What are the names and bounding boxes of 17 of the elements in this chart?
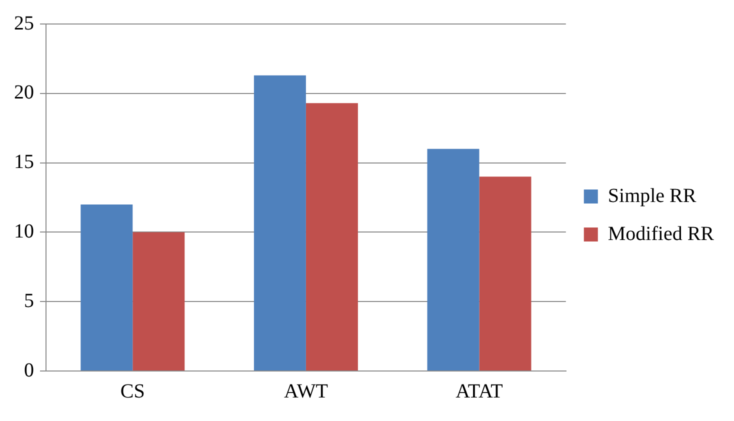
bar (254, 75, 306, 370)
bar (306, 103, 358, 370)
y-tick-label: 5 (24, 290, 34, 312)
bar (479, 176, 532, 370)
y-tick-label: 25 (14, 12, 34, 34)
legend-label: Simple RR (608, 184, 697, 207)
legend-label: Modified RR (608, 222, 715, 245)
y-tick-label: 20 (14, 82, 34, 104)
bar (427, 148, 480, 370)
bar (80, 204, 133, 370)
y-tick-label: 10 (14, 220, 34, 242)
x-tick-label: AWT (284, 380, 328, 402)
y-tick-label: 0 (24, 359, 34, 382)
x-tick-label: ATAT (456, 380, 503, 402)
x-tick-label: CS (120, 380, 145, 402)
bar (132, 232, 185, 370)
y-tick-label: 15 (14, 151, 34, 174)
